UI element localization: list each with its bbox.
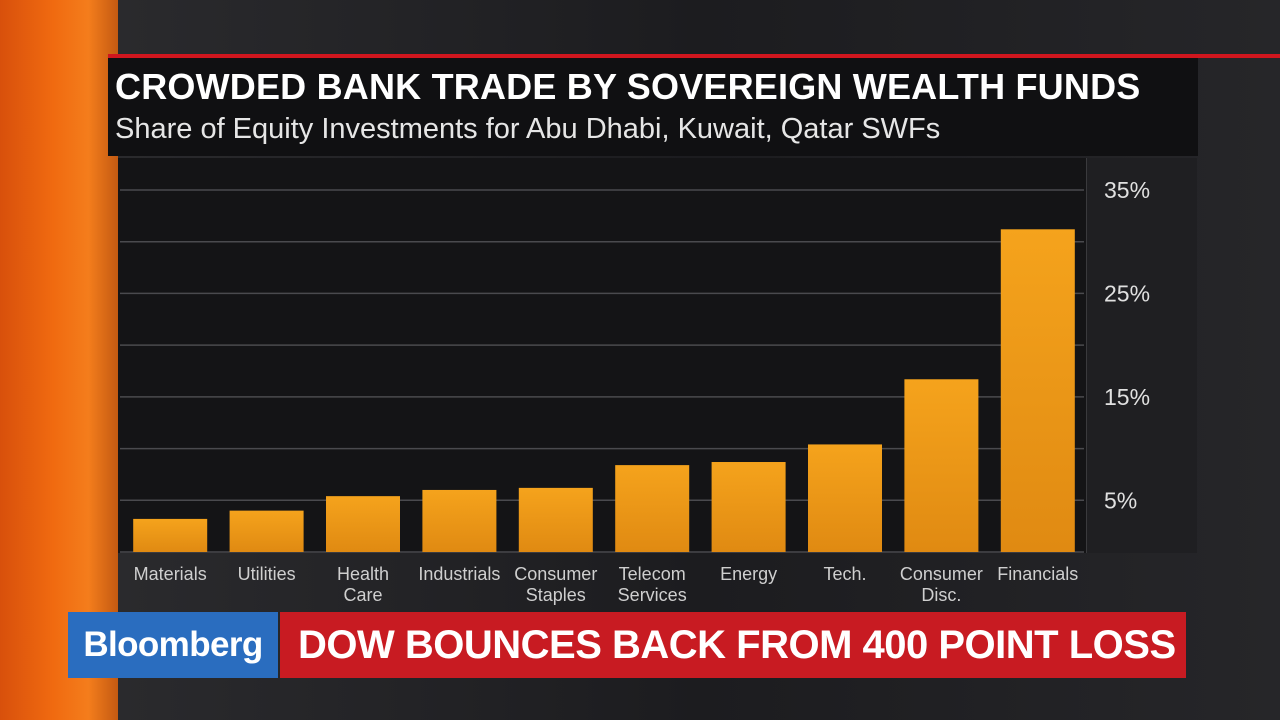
bar: [326, 496, 400, 552]
y-tick-label: 25%: [1104, 280, 1150, 306]
x-tick-label: Consumer Disc.: [900, 564, 983, 605]
x-tick-label: Financials: [997, 564, 1078, 584]
y-tick-label: 5%: [1104, 487, 1137, 513]
news-headline: DOW BOUNCES BACK FROM 400 POINT LOSS: [280, 612, 1186, 678]
x-category-labels: Materials Utilities Health Care Industrials C…: [134, 564, 1079, 605]
bar: [808, 444, 882, 552]
chart-subtitle: Share of Equity Investments for Abu Dhab…: [115, 113, 941, 145]
x-tick-label: Materials: [134, 564, 207, 584]
x-tick-label: Industrials: [418, 564, 500, 584]
x-tick-label: Energy: [720, 564, 777, 584]
lower-third: Bloomberg DOW BOUNCES BACK FROM 400 POIN…: [68, 612, 1186, 678]
bar: [615, 465, 690, 552]
bar: [904, 379, 979, 552]
y-tick-label: 35%: [1104, 177, 1150, 203]
y-tick-labels: 5% 15% 25% 35%: [1104, 177, 1150, 513]
y-axis-panel: [1086, 158, 1197, 553]
bar: [1000, 229, 1075, 552]
bar: [422, 489, 497, 552]
bar: [229, 510, 304, 552]
bloomberg-logo: Bloomberg: [68, 612, 278, 678]
bars: [133, 229, 1075, 552]
x-tick-label: Health Care: [337, 564, 389, 605]
x-tick-label: Consumer Staples: [514, 564, 597, 605]
header-band: [108, 58, 1198, 156]
bar: [518, 487, 593, 552]
chart-title: CROWDED BANK TRADE BY SOVEREIGN WEALTH F…: [115, 66, 1141, 107]
header-accent-rule: [108, 54, 1280, 58]
y-tick-label: 15%: [1104, 384, 1150, 410]
bar: [133, 518, 208, 552]
x-tick-label: Telecom Services: [618, 564, 687, 605]
x-tick-label: Utilities: [238, 564, 296, 584]
x-tick-label: Tech.: [823, 564, 866, 584]
bar: [711, 462, 786, 552]
orange-backdrop: [0, 0, 118, 720]
